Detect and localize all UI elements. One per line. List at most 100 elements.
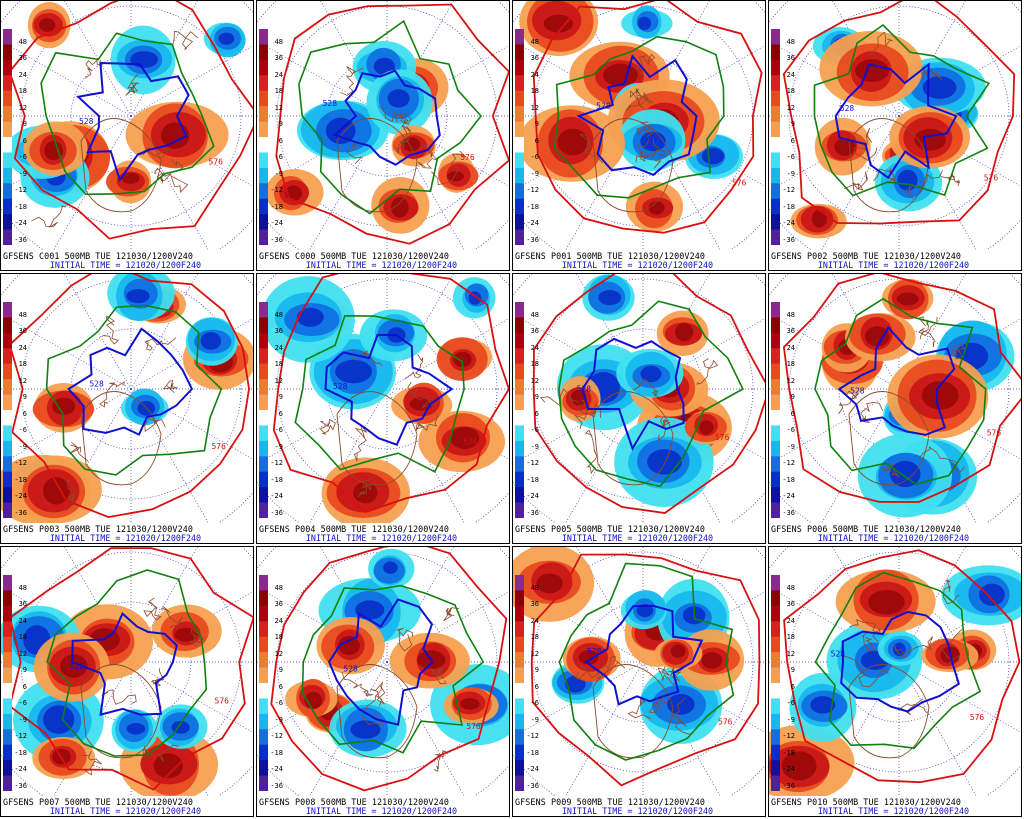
color-scale-swatch (259, 698, 268, 715)
contour-label-576: 576 (732, 178, 747, 187)
color-scale-swatch (3, 744, 12, 761)
contour-label-528: 528 (89, 379, 104, 388)
initial-time-value: 121020/1200F240 (637, 806, 714, 816)
anomaly-map: 528 576 (257, 1, 509, 250)
valid-time-label: TUE 121030/1200V240 (863, 524, 961, 534)
color-scale-tick: 18 (18, 633, 27, 642)
color-scale-swatch (771, 379, 780, 396)
color-scale-tick: 24 (530, 616, 539, 625)
color-scale-tick: 9 (278, 666, 283, 675)
color-scale-tick: -6 (530, 426, 539, 435)
contour-label-528: 528 (343, 665, 358, 674)
height-anomaly-shading (790, 27, 986, 239)
color-scale-tick: -18 (526, 748, 539, 757)
color-scale-swatch (771, 363, 780, 380)
color-scale-tick: -9 (786, 442, 795, 451)
color-scale-tick: 6 (22, 409, 27, 418)
color-scale-swatch (3, 44, 12, 61)
color-scale-swatch (771, 198, 780, 215)
valid-time-label: TUE 121030/1200V240 (607, 251, 705, 261)
color-scale-tick: -36 (526, 781, 539, 790)
panel-caption-initial-time: INITIAL TIME = 121020/1200F240 (513, 533, 765, 543)
color-scale-swatch (515, 29, 524, 45)
color-scale-swatch (3, 348, 12, 365)
color-scale-tick: -24 (270, 492, 283, 501)
initial-time-value: 121020/1200F240 (125, 806, 202, 816)
member-label: GFSENS P003 (3, 524, 60, 534)
contour-label-528: 528 (70, 662, 85, 671)
valid-time-label: TUE 121030/1200V240 (863, 797, 961, 807)
color-scale-tick: 18 (530, 633, 539, 642)
color-scale-tick: -24 (14, 219, 27, 228)
color-scale-tick: 48 (18, 584, 27, 592)
color-scale-tick: -9 (530, 169, 539, 178)
valid-time-label: TUE 121030/1200V240 (607, 524, 705, 534)
color-scale-swatch (259, 152, 268, 169)
color-scale-swatch (259, 44, 268, 61)
anomaly-map: 528 576 (769, 274, 1021, 523)
color-scale-tick: 24 (786, 616, 795, 625)
color-scale-tick: 12 (530, 649, 539, 658)
color-scale-swatch (259, 621, 268, 638)
color-scale-swatch (771, 471, 780, 488)
color-scale-swatch (515, 198, 524, 215)
color-scale-swatch (771, 440, 780, 457)
panel-caption-top: GFSENS P005 500MB TUE 121030/1200V240 (515, 525, 765, 534)
color-scale-swatch (771, 713, 780, 730)
color-scale-swatch (3, 29, 12, 45)
valid-time-label: TUE 121030/1200V240 (95, 797, 193, 807)
height-anomaly-shading (261, 276, 506, 523)
color-scale-swatch (515, 121, 524, 138)
color-scale-swatch (259, 29, 268, 45)
color-scale-tick: 9 (534, 393, 539, 402)
panel-caption-top: GFSENS P001 500MB TUE 121030/1200V240 (515, 252, 765, 261)
color-scale-swatch (771, 75, 780, 92)
color-scale-swatch (259, 425, 268, 442)
color-scale-swatch (3, 698, 12, 715)
panel-caption-initial-time: INITIAL TIME = 121020/1200F240 (513, 261, 765, 270)
color-scale-bar (771, 575, 780, 791)
color-scale-tick: -24 (526, 492, 539, 501)
initial-time-value: 121020/1200F240 (125, 260, 202, 270)
contour-label-576: 576 (460, 153, 475, 162)
color-scale-swatch (515, 317, 524, 334)
height-anomaly-shading (1, 604, 222, 796)
member-label: GFSENS P004 (259, 524, 316, 534)
level-label: 500MB (64, 524, 91, 534)
panel-caption-initial-time: INITIAL TIME = 121020/1200F240 (257, 807, 509, 816)
color-scale-swatch (515, 332, 524, 349)
color-scale-swatch (771, 302, 780, 318)
color-scale-swatch (515, 59, 524, 76)
color-scale-tick: 6 (790, 136, 795, 145)
color-scale-tick: 48 (274, 311, 283, 319)
member-panel-p010: 528 576 48 36 24 18 12 9 6 -6 -9 -12 -18 -24 -36 GFSENS… (768, 546, 1022, 817)
color-scale-tick: 9 (790, 120, 795, 129)
panel-caption-top: GFSENS P008 500MB TUE 121030/1200V240 (259, 798, 509, 807)
color-scale-swatch (515, 394, 524, 411)
color-scale-tick: -12 (526, 459, 539, 468)
contour-label-528: 528 (596, 102, 611, 111)
color-scale-swatch (771, 90, 780, 107)
color-scale-swatch (771, 744, 780, 761)
color-scale-swatch (3, 621, 12, 638)
initial-time-label: INITIAL TIME = (561, 533, 633, 543)
color-scale-swatch (771, 698, 780, 715)
color-scale-swatch (259, 394, 268, 411)
height-contours (270, 547, 508, 792)
color-scale-swatch (515, 605, 524, 622)
color-scale-swatch (3, 683, 12, 699)
color-scale-swatch (771, 683, 780, 699)
height-anomaly-shading (518, 1, 743, 232)
color-scale-tick: -36 (782, 235, 795, 244)
color-scale-tick: 24 (274, 616, 283, 625)
color-scale-swatch (259, 744, 268, 761)
color-scale-swatch (771, 775, 780, 791)
color-scale-swatch (259, 729, 268, 746)
member-label: GFSENS C000 (259, 251, 316, 261)
initial-time-value: 121020/1200F240 (893, 806, 970, 816)
initial-time-label: INITIAL TIME = (49, 533, 121, 543)
color-scale-tick: -6 (530, 153, 539, 162)
height-contours (532, 274, 765, 514)
color-scale-tick: -9 (786, 715, 795, 724)
color-scale-tick: 9 (790, 666, 795, 675)
